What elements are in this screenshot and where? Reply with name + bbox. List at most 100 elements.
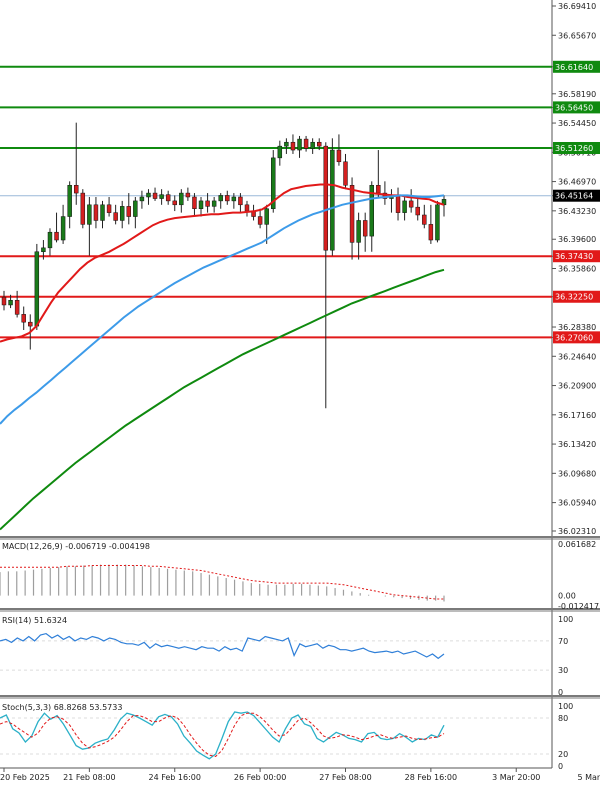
- y-tick-label: 36.09680: [558, 469, 596, 478]
- y-tick-label: 36.39600: [558, 235, 596, 244]
- candle-down: [1, 296, 7, 306]
- current-price-box: [553, 189, 600, 202]
- candle-down: [428, 224, 434, 241]
- candle-down: [395, 195, 401, 213]
- y-tick-label: 36.17160: [558, 411, 596, 420]
- candle-up: [284, 141, 289, 147]
- level-label-box: [553, 60, 600, 73]
- macd-signal-line: [0, 565, 444, 600]
- candle-down: [303, 138, 309, 149]
- y-tick-label: 36.43230: [558, 207, 596, 216]
- y-tick-label: 36.35860: [558, 265, 596, 274]
- y-tick-label: 36.28380: [558, 323, 596, 332]
- candle-down: [113, 212, 118, 221]
- ma-mid-line: [0, 194, 445, 425]
- candle-up: [87, 204, 92, 225]
- x-tick-label: 27 Feb 08:00: [319, 773, 371, 782]
- candle-down: [185, 192, 191, 198]
- candle-up: [159, 194, 164, 199]
- y-tick-label: 36.24640: [558, 352, 596, 361]
- candle-down: [172, 200, 177, 206]
- y-tick-label: 36.46970: [558, 178, 596, 187]
- candle-up: [218, 195, 223, 202]
- candle-up: [310, 141, 315, 149]
- level-label: 36.32250: [555, 293, 593, 302]
- candle-down: [21, 314, 26, 323]
- y-tick-label: 36.54450: [558, 119, 596, 128]
- rsi-y-tick-label: 0: [558, 688, 563, 697]
- stoch-y-tick-label: 100: [558, 702, 573, 711]
- candle-down: [336, 149, 342, 163]
- rsi-y-tick-label: 100: [558, 615, 573, 624]
- candle-up: [100, 204, 105, 221]
- candle-down: [422, 214, 427, 225]
- candle-up: [271, 157, 276, 209]
- stoch-y-tick-label: 20: [558, 750, 568, 759]
- rsi-line: [0, 632, 445, 660]
- level-label-box: [553, 101, 600, 114]
- candle-up: [402, 200, 407, 213]
- candle-down: [165, 194, 171, 202]
- y-tick-label: 36.65670: [558, 31, 596, 40]
- level-label-box: [553, 250, 600, 263]
- candle-down: [349, 185, 355, 243]
- candle-up: [60, 216, 66, 241]
- rsi-y-tick-label: 70: [558, 637, 568, 646]
- candle-up: [8, 300, 13, 306]
- rsi-title: RSI(14) 51.6324: [2, 616, 67, 625]
- candle-down: [205, 200, 210, 207]
- rsi-y-tick-label: 30: [558, 666, 568, 675]
- candle-up: [179, 192, 184, 206]
- candle-up: [441, 199, 447, 206]
- x-tick-label: 20 Feb 2025: [0, 773, 50, 782]
- candle-down: [323, 145, 329, 251]
- candle-up: [146, 192, 151, 198]
- candle-up: [119, 206, 125, 221]
- candle-down: [80, 192, 86, 225]
- macd-y-tick-label: 0.061682: [558, 540, 596, 549]
- candle-up: [231, 196, 237, 202]
- current-price-label: 36.45164: [555, 192, 593, 201]
- candle-down: [317, 141, 322, 147]
- candle-down: [415, 206, 420, 216]
- candle-up: [264, 208, 269, 225]
- level-label-box: [553, 142, 600, 155]
- y-tick-label: 36.20900: [558, 382, 596, 391]
- level-label: 36.51260: [555, 144, 593, 153]
- candle-down: [382, 192, 388, 199]
- x-tick-label: 21 Feb 08:00: [63, 773, 115, 782]
- level-label: 36.27060: [555, 333, 593, 342]
- y-tick-label: 36.02310: [558, 527, 596, 536]
- candle-down: [106, 204, 112, 213]
- candle-up: [277, 145, 283, 159]
- stoch-y-tick-label: 80: [558, 714, 568, 723]
- candle-up: [356, 220, 361, 243]
- stoch-main-line: [0, 711, 445, 760]
- macd-y-tick-label: 0.00: [558, 592, 576, 601]
- candle-down: [362, 220, 368, 237]
- y-tick-label: 36.69410: [558, 2, 596, 11]
- candle-down: [376, 185, 381, 194]
- candle-down: [126, 206, 131, 217]
- x-tick-label: 24 Feb 16:00: [149, 773, 201, 782]
- candle-up: [211, 200, 217, 207]
- candle-up: [67, 185, 72, 217]
- candle-down: [54, 231, 59, 241]
- x-tick-label: 26 Feb 00:00: [234, 773, 286, 782]
- level-label: 36.61640: [555, 63, 593, 72]
- level-label: 36.56450: [555, 103, 593, 112]
- candle-up: [297, 138, 302, 151]
- level-label: 36.37430: [555, 252, 593, 261]
- candle-down: [152, 192, 158, 199]
- level-label-box: [553, 331, 600, 344]
- candle-up: [34, 251, 40, 327]
- x-tick-label: 3 Mar 20:00: [492, 773, 540, 782]
- candle-up: [435, 204, 440, 241]
- candle-up: [330, 149, 335, 251]
- y-tick-label: 36.58190: [558, 90, 596, 99]
- candle-down: [343, 161, 348, 186]
- x-tick-label: 5 Mar 04:00: [577, 773, 600, 782]
- candle-down: [192, 196, 197, 209]
